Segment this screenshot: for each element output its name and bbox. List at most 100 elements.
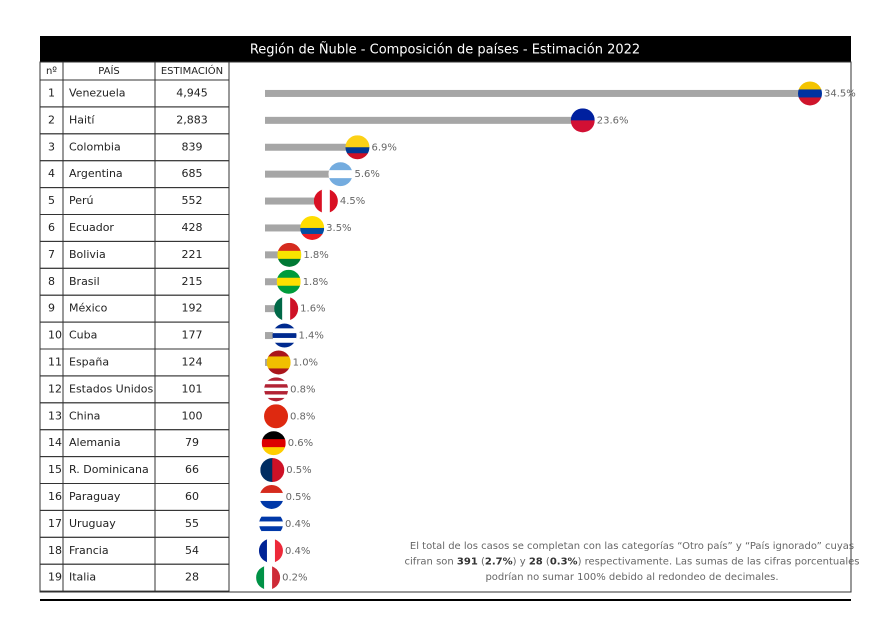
- flag-stripe: [277, 242, 302, 252]
- country: Cuba: [69, 329, 97, 342]
- rank: 9: [48, 302, 55, 315]
- flag-stripe: [260, 458, 273, 483]
- share-label: 1.0%: [293, 357, 318, 368]
- country: Colombia: [69, 140, 121, 153]
- flag-stripe: [272, 342, 297, 348]
- country: Venezuela: [69, 86, 126, 99]
- share-label: 1.6%: [300, 304, 325, 315]
- flag-stripe: [798, 97, 822, 106]
- share-label: 0.8%: [290, 384, 315, 395]
- rank: 12: [48, 382, 62, 395]
- footnote: El total de los casos se completan con l…: [410, 540, 854, 552]
- flag-stripe: [321, 189, 331, 214]
- flag-stripe: [282, 296, 291, 321]
- flag-stripe: [272, 333, 297, 339]
- flag: [276, 269, 301, 294]
- flag: [264, 377, 289, 402]
- flag-stripe: [300, 221, 325, 229]
- rank: 5: [48, 194, 55, 207]
- flag-stripe: [264, 380, 289, 385]
- country: Ecuador: [69, 221, 114, 234]
- flag-stripe: [264, 387, 289, 392]
- flag-stripe: [264, 391, 289, 395]
- footnote-part: 28: [529, 557, 543, 568]
- flag: [258, 538, 283, 563]
- estimate: 177: [182, 329, 203, 342]
- flag-stripe: [329, 189, 338, 214]
- share-label: 0.6%: [288, 438, 313, 449]
- flag: [259, 484, 284, 509]
- flag-stripe: [328, 178, 353, 187]
- estimate: 685: [182, 167, 203, 180]
- flag-stripe: [272, 458, 285, 483]
- country: China: [69, 409, 100, 422]
- estimate: 28: [185, 571, 199, 584]
- chart-title: Región de Ñuble - Composición de países …: [250, 42, 640, 58]
- flag: [328, 162, 353, 187]
- rank: 15: [48, 463, 62, 476]
- footnote: podrían no sumar 100% debido al redondeo…: [485, 571, 778, 583]
- bar: [265, 251, 290, 259]
- flag-stripe: [345, 147, 370, 154]
- flag-stripe: [798, 81, 822, 90]
- country: Uruguay: [69, 517, 116, 530]
- flag-stripe: [259, 484, 284, 494]
- flag-stripe: [256, 565, 265, 590]
- flag: [277, 242, 302, 267]
- flag: [259, 511, 284, 536]
- rank: 18: [48, 544, 62, 557]
- estimate: 60: [185, 490, 199, 503]
- flag-stripe: [272, 323, 297, 329]
- flag-stripe: [264, 377, 289, 382]
- estimate: 4,945: [176, 86, 208, 99]
- flag: [798, 81, 822, 106]
- footnote-part: 2.7%: [485, 557, 513, 568]
- flag-stripe: [264, 384, 289, 389]
- estimate: 552: [182, 194, 203, 207]
- footnote-part: ) y: [513, 557, 529, 568]
- flag-stripe: [328, 162, 353, 171]
- share-label: 0.2%: [282, 573, 307, 584]
- estimate: 101: [182, 382, 203, 395]
- flag-stripe: [272, 328, 297, 334]
- country: México: [69, 302, 108, 315]
- flag-stripe: [266, 350, 291, 357]
- rank: 6: [48, 221, 55, 234]
- flag-stripe: [266, 368, 291, 375]
- flag-stripe: [259, 526, 284, 532]
- flag-stripe: [277, 250, 302, 260]
- share-label: 1.8%: [303, 277, 328, 288]
- flag: [300, 215, 325, 240]
- footnote-part: El total de los casos se completan con l…: [410, 540, 854, 552]
- flag-stripe: [276, 269, 301, 279]
- flag-stripe: [272, 565, 281, 590]
- rank: 4: [48, 167, 55, 180]
- table-cell: [154, 563, 230, 592]
- rank: 1: [48, 86, 55, 99]
- flag-stripe: [290, 296, 299, 321]
- footnote-part: 391: [457, 557, 478, 568]
- flag-stripe: [277, 258, 302, 267]
- estimate: 221: [182, 248, 203, 261]
- flag-stripe: [570, 120, 595, 133]
- estimate: 215: [182, 275, 203, 288]
- estimate: 55: [185, 517, 199, 530]
- country: Bolivia: [69, 248, 106, 261]
- flag: [261, 431, 286, 456]
- flag-stripe: [300, 227, 325, 235]
- flag-stripe: [259, 500, 284, 509]
- flag-stripe: [261, 431, 286, 440]
- flag-stripe: [276, 277, 301, 287]
- estimate: 192: [182, 302, 203, 315]
- estimate: 428: [182, 221, 203, 234]
- flag: [272, 323, 297, 348]
- country: Argentina: [69, 167, 123, 180]
- flag-stripe: [259, 492, 284, 502]
- country: Estados Unidos: [69, 382, 153, 395]
- flag-stripe: [266, 538, 276, 563]
- country: R. Dominicana: [69, 463, 149, 476]
- flag-stripe: [264, 565, 273, 590]
- footnote-part: 0.3%: [550, 557, 578, 568]
- flag: [266, 350, 291, 375]
- footnote-part: ) respectivamente. Las sumas de las cifr…: [578, 557, 860, 568]
